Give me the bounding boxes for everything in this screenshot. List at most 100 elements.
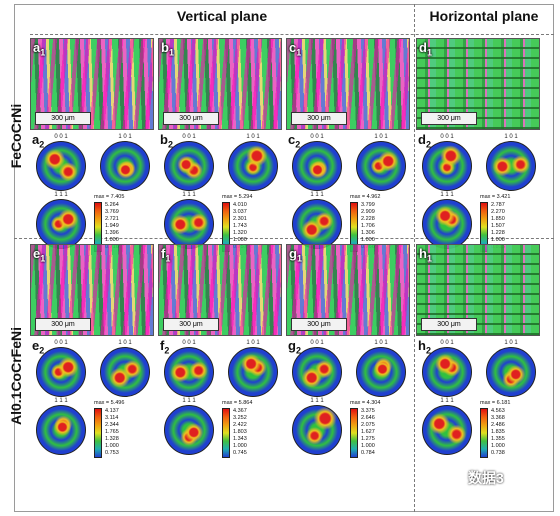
pole-figure-circle <box>36 347 86 397</box>
colorbar-tick: 2.075 <box>361 422 375 428</box>
colorbar-max: max = 3.421 <box>480 194 511 200</box>
scale-bar: 300 μm <box>163 318 219 331</box>
panel-label-2: a2 <box>32 132 45 150</box>
colorbar-tick: 1.320 <box>233 230 247 236</box>
colorbar-tick: 1.627 <box>361 429 375 435</box>
ebsd-map-f1: f1 300 μm <box>158 244 282 336</box>
pole-figure-circle <box>356 141 406 191</box>
pole-figure-circle <box>100 141 150 191</box>
pole-figure-circle <box>486 141 536 191</box>
pole-figure-title: 1 1 1 <box>182 192 196 198</box>
pole-figure-circle <box>422 141 472 191</box>
pole-figure-title: 1 0 1 <box>504 340 518 346</box>
colorbar-tick: 3.037 <box>233 209 247 215</box>
pole-figure: 1 0 1 <box>96 340 154 400</box>
colorbar-max: max = 7.405 <box>94 194 125 200</box>
scale-bar: 300 μm <box>35 112 91 125</box>
panel-label: b1 <box>161 40 174 58</box>
colorbar-tick: 3.799 <box>361 202 375 208</box>
colorbar-tick: 0.738 <box>491 450 505 456</box>
panel-label-2: e2 <box>32 338 45 356</box>
colorbar-tick: 2.646 <box>361 415 375 421</box>
pole-figure-circle <box>422 199 472 249</box>
colorbar-tick: 1.228 <box>491 230 505 236</box>
colorbar-tick: 3.114 <box>105 415 119 421</box>
colorbar-tick: 4.563 <box>491 408 505 414</box>
colorbar <box>480 408 488 458</box>
colorbar-tick: 1.835 <box>491 429 505 435</box>
colorbar-max: max = 4.962 <box>350 194 381 200</box>
pole-figure: 0 0 1 <box>418 340 476 400</box>
pole-figure-title: 0 0 1 <box>440 134 454 140</box>
pole-figure-circle <box>422 347 472 397</box>
colorbar-tick: 0.784 <box>361 450 375 456</box>
colorbar <box>94 408 102 458</box>
colorbar <box>350 408 358 458</box>
pole-figure-circle <box>292 347 342 397</box>
pole-figure: 0 0 1 <box>288 340 346 400</box>
colorbar-tick: 1.803 <box>233 429 247 435</box>
colorbar-tick: 2.721 <box>105 216 119 222</box>
panel-label-2: f2 <box>160 338 170 356</box>
pole-figure-title: 0 0 1 <box>440 340 454 346</box>
pole-figure-circle <box>292 405 342 455</box>
colorbar-tick: 3.368 <box>491 415 505 421</box>
pole-figure-title: 1 0 1 <box>504 134 518 140</box>
pole-figure-title: 1 1 1 <box>182 398 196 404</box>
colorbar-tick: 2.344 <box>105 422 119 428</box>
pole-figure: 1 1 1 <box>288 192 346 252</box>
colorbar-tick: 1.765 <box>105 429 119 435</box>
pole-figure-circle <box>36 199 86 249</box>
colorbar-tick: 1.000 <box>361 237 375 243</box>
colorbar-tick: 1.949 <box>105 223 119 229</box>
pole-figure: 0 0 1 <box>418 134 476 194</box>
colorbar-tick: 2.422 <box>233 422 247 428</box>
colorbar-tick: 4.367 <box>233 408 247 414</box>
pole-figure-circle <box>100 347 150 397</box>
panel-label-2: g2 <box>288 338 301 356</box>
colorbar-tick: 1.850 <box>491 216 505 222</box>
pole-figure: 1 1 1 <box>418 192 476 252</box>
pole-figure-title: 1 1 1 <box>310 192 324 198</box>
colorbar-tick: 2.486 <box>491 422 505 428</box>
pole-figure: 1 1 1 <box>160 398 218 458</box>
plane-divider <box>414 4 415 512</box>
pole-figure-title: 1 0 1 <box>246 340 260 346</box>
pole-figure-title: 1 1 1 <box>54 192 68 198</box>
pole-figure-title: 1 1 1 <box>440 398 454 404</box>
colorbar-tick: 2.301 <box>233 216 247 222</box>
pole-figure-title: 0 0 1 <box>182 134 196 140</box>
colorbar-tick: 1.507 <box>491 223 505 229</box>
colorbar-tick: 1.000 <box>105 443 119 449</box>
colorbar-max: max = 6.181 <box>480 400 511 406</box>
pole-figure-circle <box>486 347 536 397</box>
row-label-fecocrni: FeCoCrNi <box>8 103 24 169</box>
pole-figure-title: 1 0 1 <box>118 134 132 140</box>
scale-bar: 300 μm <box>421 112 477 125</box>
colorbar-tick: 1.306 <box>361 230 375 236</box>
ebsd-map-g1: g1 300 μm <box>286 244 410 336</box>
pole-figure-circle <box>164 141 214 191</box>
colorbar-tick: 1.000 <box>233 237 247 243</box>
scale-bar: 300 μm <box>291 112 347 125</box>
pole-figure-circle <box>228 347 278 397</box>
colorbar-tick: 1.000 <box>233 443 247 449</box>
pole-figure: 1 1 1 <box>32 398 90 458</box>
pole-figure: 1 0 1 <box>482 340 540 400</box>
ebsd-map-h1: h1 300 μm <box>416 244 540 336</box>
colorbar-tick: 3.252 <box>233 415 247 421</box>
panel-label: g1 <box>289 246 302 264</box>
colorbar-tick: 1.000 <box>105 237 119 243</box>
pole-figure: 1 1 1 <box>160 192 218 252</box>
pole-figure-title: 1 0 1 <box>374 134 388 140</box>
colorbar-tick: 3.375 <box>361 408 375 414</box>
ebsd-map-c1: c1 300 μm <box>286 38 410 130</box>
pole-figure-circle <box>292 141 342 191</box>
pole-figure: 0 0 1 <box>288 134 346 194</box>
scale-bar: 300 μm <box>421 318 477 331</box>
pole-figure-title: 1 0 1 <box>374 340 388 346</box>
colorbar-tick: 0.745 <box>233 450 247 456</box>
pole-figure: 1 1 1 <box>288 398 346 458</box>
horizontal-plane-header: Horizontal plane <box>429 8 539 24</box>
colorbar-max: max = 4.304 <box>350 400 381 406</box>
